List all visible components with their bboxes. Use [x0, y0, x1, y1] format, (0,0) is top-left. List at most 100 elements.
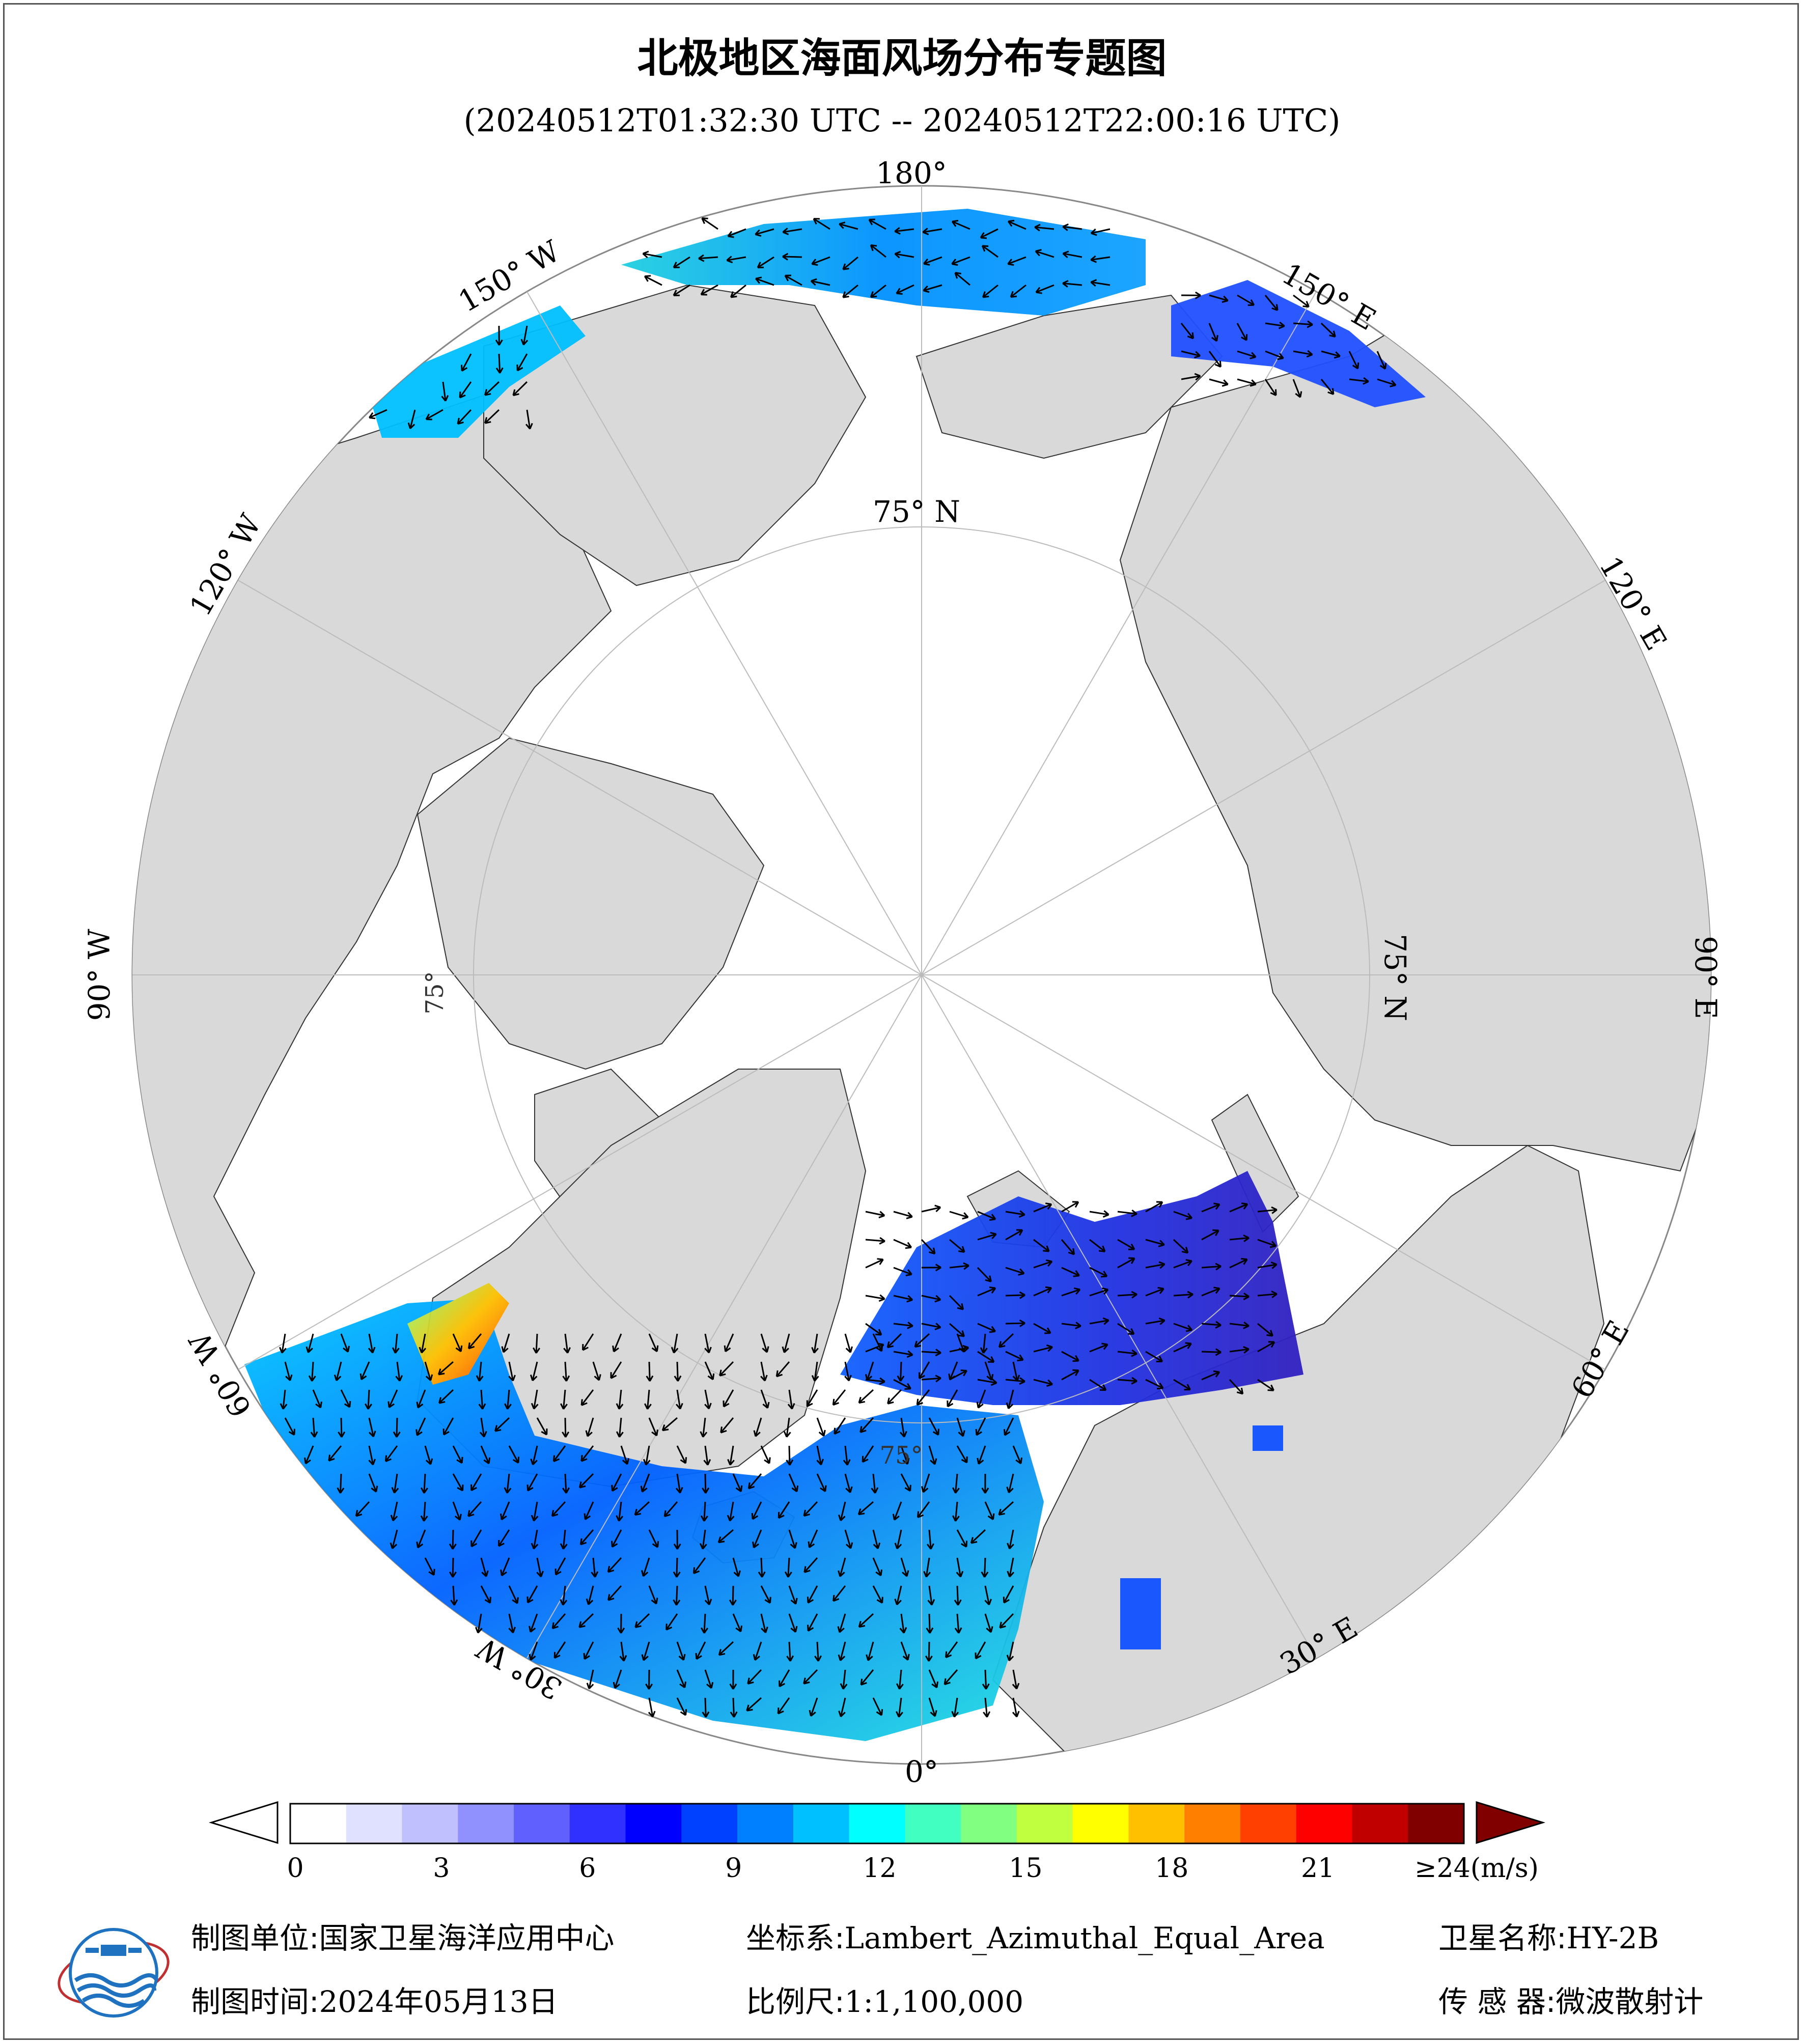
wind-region-greenland-strait: [407, 1283, 509, 1385]
footer-sensor: 传 感 器:微波散射计: [1438, 1978, 1703, 2021]
wind-arrow: [551, 1501, 566, 1517]
wind-arrow: [390, 1529, 398, 1549]
wind-arrow: [813, 218, 830, 230]
wind-arrow: [531, 1501, 539, 1522]
wind-arrow: [945, 1641, 958, 1659]
footer-sensor-value: 微波散射计: [1556, 1984, 1704, 2019]
wind-arrow: [893, 1267, 912, 1276]
wind-region-north-atlantic: [244, 1298, 1044, 1741]
wind-arrow: [1229, 1293, 1250, 1300]
wind-region-okhotsk: [1171, 280, 1426, 407]
wind-arrow: [525, 409, 533, 430]
colorbar-cell: [905, 1804, 962, 1843]
wind-arrow: [467, 1333, 482, 1350]
wind-arrow: [280, 1389, 288, 1410]
wind-arrow: [504, 1389, 512, 1410]
wind-arrow: [641, 1557, 650, 1577]
wind-arrow: [1007, 256, 1026, 266]
wind-arrow: [1201, 1321, 1222, 1329]
wind-arrow: [859, 1417, 874, 1433]
wind-arrow: [729, 1669, 737, 1690]
wind-arrow: [727, 1501, 735, 1522]
wind-arrow: [673, 1529, 681, 1550]
wind-arrow: [865, 1258, 884, 1269]
wind-arrow: [676, 1445, 687, 1464]
wind-arrow: [786, 1641, 794, 1662]
wind-arrow: [1062, 279, 1083, 288]
wind-arrow: [732, 1613, 743, 1633]
wind-arrow: [921, 1349, 941, 1357]
wind-arrow: [452, 1501, 462, 1521]
wind-arrow: [648, 1585, 658, 1605]
lat-label-75-bottom: 75°: [879, 1441, 923, 1470]
wind-arrow: [457, 409, 472, 425]
wind-arrow: [900, 1473, 911, 1492]
wind-arrow: [583, 1641, 594, 1660]
wind-arrow: [646, 1361, 654, 1382]
wind-arrow: [1035, 284, 1054, 294]
colorbar-cell: [1240, 1804, 1297, 1843]
wind-arrow: [582, 1333, 594, 1351]
wind-arrow: [562, 1417, 570, 1438]
footer-satellite-label: 卫星名称:: [1438, 1921, 1567, 1955]
lat-label-75n-top: 75° N: [873, 494, 960, 529]
latitude-labels: 75° N 75° N 75° 75°: [421, 494, 1412, 1470]
wind-arrow: [840, 1669, 848, 1690]
wind-arrow: [980, 1333, 988, 1354]
wind-arrow: [644, 275, 662, 286]
wind-arrow: [982, 1669, 990, 1690]
wind-arrow: [951, 219, 970, 230]
wind-arrow: [1237, 294, 1255, 306]
wind-arrow: [727, 1445, 735, 1466]
wind-arrow: [787, 1389, 795, 1410]
wind-arrow: [832, 1585, 846, 1602]
footer-scale-value: 1:1,100,000: [844, 1984, 1024, 2019]
wind-arrow: [643, 1445, 651, 1466]
wind-arrow: [784, 274, 802, 286]
colorbar-tick-label: 6: [579, 1853, 596, 1884]
wind-arrow: [607, 1585, 622, 1601]
wind-arrow: [304, 1445, 314, 1465]
wind-arrow: [865, 1211, 885, 1219]
wind-arrow: [837, 1613, 846, 1633]
wind-arrow: [416, 1389, 426, 1409]
wind-arrow: [620, 1445, 630, 1465]
wind-arrow: [665, 1613, 678, 1631]
wind-arrow: [554, 1557, 566, 1576]
wind-arrow: [634, 1501, 650, 1516]
wind-arrow: [949, 1323, 965, 1337]
lon-label-90w: 90° W: [82, 929, 117, 1021]
wind-arrow: [1209, 378, 1229, 387]
wind-arrow: [645, 1669, 653, 1690]
wind-arrow: [1035, 249, 1054, 258]
wind-arrow: [998, 1501, 1014, 1516]
wind-arrow: [893, 1379, 911, 1390]
wind-arrow: [954, 1585, 962, 1606]
colorbar-cell: [402, 1804, 459, 1843]
wind-arrow: [977, 1323, 996, 1333]
wind-arrow: [452, 1333, 463, 1353]
wind-arrow: [1257, 1379, 1274, 1391]
wind-arrow: [900, 1641, 910, 1661]
wind-arrow: [1208, 351, 1222, 368]
wind-arrow: [1237, 350, 1257, 359]
wind-arrow: [461, 353, 472, 372]
wind-arrow: [807, 1613, 818, 1632]
colorbar-tick-label: 9: [725, 1853, 742, 1884]
wind-arrow: [368, 1333, 376, 1354]
wind-arrow: [459, 381, 472, 399]
wind-arrow: [844, 1473, 853, 1493]
wind-arrow: [838, 1697, 846, 1718]
wind-arrow: [704, 1669, 714, 1689]
wind-arrow: [450, 1585, 458, 1606]
wind-arrow: [1181, 373, 1201, 381]
wind-arrow: [788, 1473, 799, 1493]
wind-arrow: [894, 250, 914, 259]
wind-arrow: [508, 1361, 516, 1382]
wind-arrow: [673, 256, 690, 269]
wind-arrow: [663, 1501, 678, 1518]
wind-arrow: [634, 1613, 650, 1629]
wind-arrow: [1229, 1202, 1248, 1213]
wind-arrow: [441, 381, 449, 402]
